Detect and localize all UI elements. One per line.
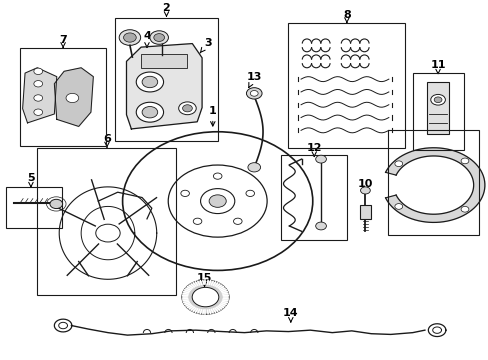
Circle shape	[192, 287, 218, 307]
Circle shape	[136, 102, 163, 122]
Circle shape	[245, 190, 254, 197]
Circle shape	[182, 105, 192, 112]
Circle shape	[182, 280, 228, 314]
Circle shape	[460, 158, 468, 164]
Circle shape	[394, 161, 402, 167]
Bar	[387, 130, 478, 235]
Circle shape	[460, 206, 468, 212]
Bar	[37, 148, 176, 295]
Text: 2: 2	[163, 3, 170, 16]
Text: 3: 3	[200, 38, 211, 53]
Circle shape	[142, 107, 158, 118]
Text: 15: 15	[197, 273, 212, 286]
Circle shape	[34, 109, 42, 116]
Text: 8: 8	[342, 10, 350, 23]
Circle shape	[142, 76, 158, 88]
Circle shape	[209, 195, 226, 207]
Text: 6: 6	[103, 134, 111, 147]
Text: 4: 4	[143, 31, 151, 47]
Circle shape	[315, 155, 326, 163]
Circle shape	[433, 97, 441, 103]
Circle shape	[315, 222, 326, 230]
Bar	[412, 73, 463, 149]
Text: 14: 14	[283, 309, 298, 322]
Text: 9: 9	[427, 118, 435, 131]
Polygon shape	[126, 44, 202, 129]
Circle shape	[154, 33, 164, 41]
Circle shape	[34, 81, 42, 87]
Text: 7: 7	[59, 35, 67, 48]
Text: 13: 13	[246, 72, 262, 87]
Text: 12: 12	[306, 143, 321, 156]
Circle shape	[430, 94, 445, 105]
Bar	[427, 82, 448, 134]
Circle shape	[178, 102, 196, 115]
Polygon shape	[54, 68, 93, 126]
Circle shape	[360, 187, 369, 194]
Bar	[20, 48, 105, 146]
Polygon shape	[22, 68, 57, 123]
Circle shape	[213, 173, 222, 179]
Bar	[281, 155, 346, 240]
Circle shape	[181, 190, 189, 197]
Polygon shape	[385, 148, 484, 222]
Circle shape	[66, 93, 79, 103]
Bar	[288, 23, 405, 148]
Bar	[359, 204, 370, 219]
Circle shape	[246, 88, 262, 99]
Circle shape	[34, 68, 42, 75]
Circle shape	[193, 218, 202, 224]
Text: 1: 1	[208, 106, 216, 126]
Circle shape	[150, 31, 168, 44]
Circle shape	[394, 204, 402, 209]
Text: 11: 11	[429, 59, 445, 74]
Text: 10: 10	[357, 179, 372, 192]
Circle shape	[119, 30, 141, 45]
Circle shape	[233, 218, 242, 224]
Circle shape	[247, 163, 260, 172]
Circle shape	[250, 90, 258, 96]
Circle shape	[34, 95, 42, 101]
Circle shape	[50, 199, 62, 208]
Bar	[5, 187, 61, 228]
Bar	[141, 54, 187, 68]
Text: 5: 5	[27, 173, 35, 187]
Circle shape	[123, 33, 136, 42]
Circle shape	[136, 72, 163, 92]
Bar	[115, 18, 217, 141]
